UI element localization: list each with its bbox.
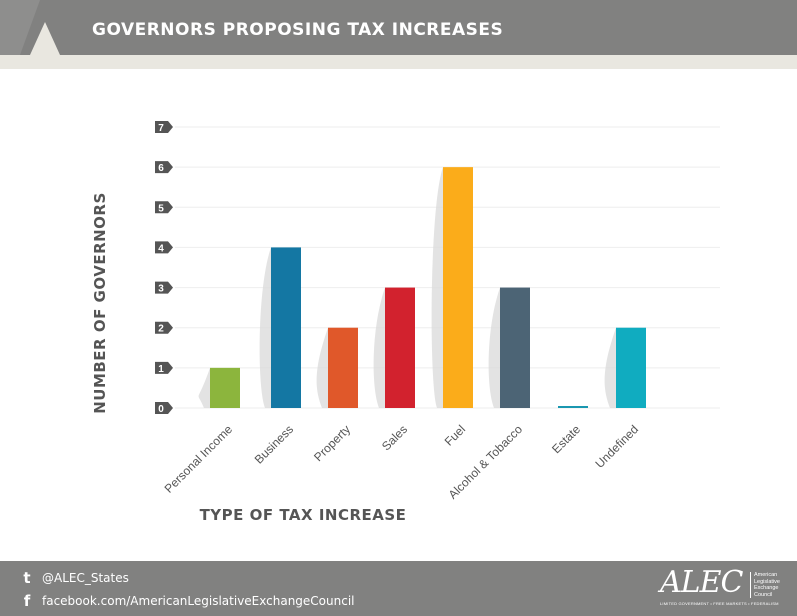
page-title: GOVERNORS PROPOSING TAX INCREASES — [92, 20, 504, 40]
x-tick-label: Property — [311, 422, 353, 464]
y-tick-label: 3 — [158, 284, 164, 295]
bar-sales — [385, 287, 415, 408]
bar-property — [328, 327, 358, 408]
bar-personal-income — [210, 367, 240, 408]
x-tick-label: Personal Income — [162, 422, 236, 496]
twitter-handle: @ALEC_States — [42, 571, 129, 585]
y-tick-label: 1 — [158, 364, 164, 375]
logo-word: ALEC — [660, 565, 743, 600]
header-bar — [0, 0, 797, 55]
y-tick-badge — [155, 121, 173, 133]
y-axis-title: NUMBER OF GOVERNORS — [91, 192, 109, 414]
y-tick-badge — [155, 281, 173, 294]
y-tick-label: 7 — [158, 123, 164, 134]
logo-side-text: American Legislative Exchange Council — [750, 572, 794, 598]
twitter-line: t @ALEC_States — [20, 569, 129, 587]
bar-shadow — [316, 327, 328, 408]
y-tick-badge — [155, 201, 173, 214]
header-strip — [0, 55, 797, 69]
bar-undefined — [616, 327, 646, 408]
y-tick-label: 0 — [158, 404, 164, 415]
logo-tagline: LIMITED GOVERNMENT • FREE MARKETS • FEDE… — [660, 601, 779, 606]
bar-estate — [558, 406, 588, 408]
twitter-icon: t — [23, 569, 31, 587]
x-tick-label: Estate — [549, 422, 583, 456]
bar-business — [271, 247, 301, 408]
bar-shadow — [604, 327, 616, 408]
y-tick-badge — [155, 161, 173, 174]
facebook-url: facebook.com/AmericanLegislativeExchange… — [42, 594, 355, 608]
y-tick-label: 6 — [158, 163, 164, 174]
bar-shadow — [198, 367, 210, 408]
y-tick-badge — [155, 241, 173, 254]
y-tick-label: 4 — [158, 243, 164, 254]
header-decoration — [0, 0, 60, 55]
x-tick-label: Business — [252, 422, 296, 466]
bar-shadow — [431, 167, 443, 408]
y-tick-badge — [155, 321, 173, 334]
facebook-icon: f — [23, 592, 31, 610]
x-tick-label: Fuel — [442, 422, 468, 448]
x-tick-label: Sales — [379, 422, 410, 453]
bar-shadow — [373, 287, 385, 408]
y-tick-label: 5 — [158, 203, 164, 214]
footer-bar: t @ALEC_States f facebook.com/AmericanLe… — [0, 561, 797, 616]
y-tick-badge — [155, 402, 173, 414]
bar-shadow — [259, 247, 271, 408]
bar-alcohol-tobacco — [500, 287, 530, 408]
bar-chart: 0 1 2 3 4 5 6 7 Personal Income Business Property S… — [91, 121, 720, 524]
bar-shadow — [488, 287, 500, 408]
bar-fuel — [443, 167, 473, 408]
y-tick-badge — [155, 361, 173, 374]
y-tick-label: 2 — [158, 324, 164, 335]
facebook-line: f facebook.com/AmericanLegislativeExchan… — [20, 592, 355, 610]
x-axis-title: TYPE OF TAX INCREASE — [200, 506, 407, 524]
x-tick-label: Undefined — [593, 422, 642, 471]
